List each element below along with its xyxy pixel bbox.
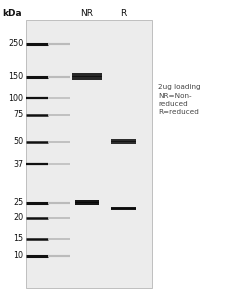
Bar (26, 20, 152, 288)
Bar (75, 202, 99, 203)
Text: 250: 250 (8, 39, 23, 48)
Text: 15: 15 (13, 234, 23, 243)
Text: 75: 75 (13, 110, 23, 119)
Text: 50: 50 (13, 137, 23, 146)
Text: 25: 25 (13, 198, 23, 207)
Bar (111, 139, 136, 144)
Text: 2ug loading
NR=Non-
reduced
R=reduced: 2ug loading NR=Non- reduced R=reduced (158, 84, 201, 116)
Text: 100: 100 (8, 94, 23, 103)
Text: kDa: kDa (2, 9, 22, 18)
Text: 20: 20 (13, 213, 23, 222)
Bar (111, 141, 136, 142)
Text: 37: 37 (13, 160, 23, 169)
Bar (111, 208, 136, 209)
Text: R: R (121, 9, 127, 18)
Text: 150: 150 (8, 72, 23, 81)
Bar (72, 76, 102, 77)
Bar (111, 206, 136, 211)
Text: 10: 10 (13, 251, 23, 260)
Bar (72, 73, 102, 80)
Bar (75, 200, 99, 205)
Text: NR: NR (80, 9, 94, 18)
